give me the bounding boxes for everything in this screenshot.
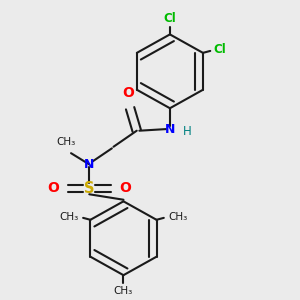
Text: CH₃: CH₃ bbox=[168, 212, 188, 222]
Text: Cl: Cl bbox=[164, 12, 176, 25]
Text: Cl: Cl bbox=[214, 43, 226, 56]
Text: O: O bbox=[119, 182, 131, 196]
Text: O: O bbox=[47, 182, 59, 196]
Text: CH₃: CH₃ bbox=[114, 286, 133, 296]
Text: N: N bbox=[165, 123, 175, 136]
Text: CH₃: CH₃ bbox=[60, 212, 79, 222]
Text: CH₃: CH₃ bbox=[56, 137, 76, 147]
Text: S: S bbox=[84, 181, 94, 196]
Text: H: H bbox=[182, 125, 191, 138]
Text: N: N bbox=[84, 158, 94, 171]
Text: O: O bbox=[122, 86, 134, 100]
